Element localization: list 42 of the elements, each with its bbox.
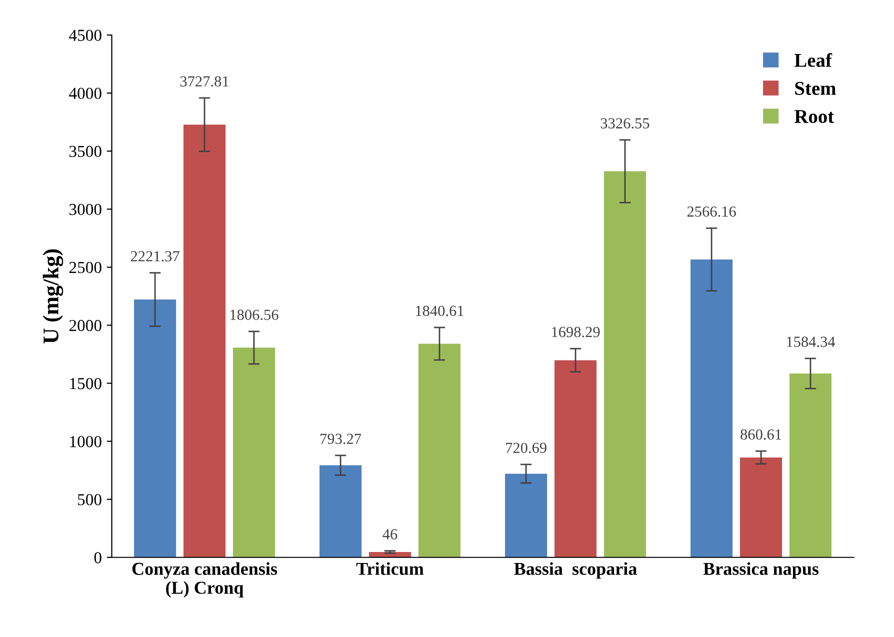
data-label: 1806.56 xyxy=(230,310,278,320)
y-tick-label: 4500 xyxy=(69,30,102,41)
y-tick-label: 0 xyxy=(94,552,102,564)
data-label: 720.69 xyxy=(506,442,546,454)
y-tick-label: 3000 xyxy=(69,204,102,216)
bar xyxy=(740,457,782,558)
x-tick-label: Triticum xyxy=(356,562,424,575)
bar xyxy=(789,373,832,558)
y-tick-label: 3500 xyxy=(69,146,102,158)
bar xyxy=(183,124,226,558)
y-tick-label: 2000 xyxy=(69,320,102,332)
bar xyxy=(690,260,733,558)
y-axis-title: U (mg/kg) xyxy=(42,249,64,344)
y-tick-label: 500 xyxy=(78,494,102,506)
data-label: 1698.29 xyxy=(552,326,600,338)
data-label: 3727.81 xyxy=(180,76,228,87)
bar xyxy=(232,348,275,558)
data-label: 3326.55 xyxy=(600,118,650,129)
bar xyxy=(604,171,646,558)
y-tick-label: 2500 xyxy=(69,262,102,274)
data-label: 793.27 xyxy=(320,434,362,444)
data-label: 860.61 xyxy=(740,429,782,440)
data-label: 46 xyxy=(382,529,398,540)
x-tick-label: Brassica napus xyxy=(703,562,819,579)
bar xyxy=(320,465,362,558)
legend-label: Stem xyxy=(795,82,836,95)
data-label: 1584.34 xyxy=(787,336,836,348)
legend-label: Leaf xyxy=(794,53,832,67)
bar xyxy=(554,360,597,558)
data-label: 1840.61 xyxy=(416,306,464,316)
y-tick-label: 4000 xyxy=(69,88,102,100)
bar xyxy=(134,300,176,558)
x-tick-label: Bassia scoparia xyxy=(514,562,637,579)
y-tick-label: 1500 xyxy=(70,378,102,390)
bar xyxy=(368,552,412,558)
data-label: 2221.37 xyxy=(130,251,180,262)
y-tick-label: 1000 xyxy=(70,436,102,448)
bar xyxy=(418,344,460,558)
bar xyxy=(505,474,548,558)
data-label: 2566.16 xyxy=(687,206,736,217)
legend-label: Root xyxy=(794,110,834,124)
x-tick-label: Conyza canadensis (L) Cronq xyxy=(132,562,278,598)
